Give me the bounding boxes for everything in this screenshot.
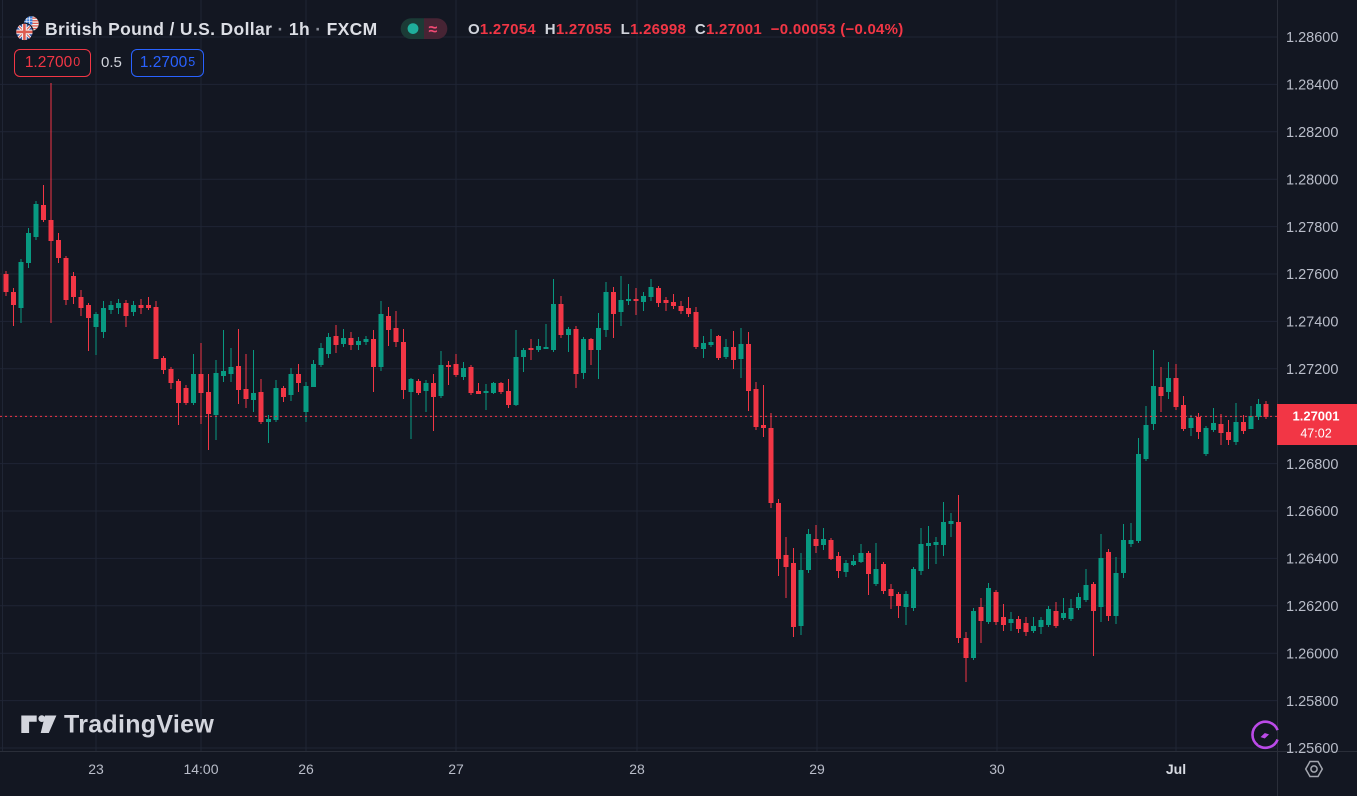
svg-text:1.25800: 1.25800: [1286, 694, 1338, 710]
svg-text:1.25600: 1.25600: [1286, 741, 1338, 757]
svg-text:1.27600: 1.27600: [1286, 267, 1338, 283]
svg-text:30: 30: [989, 761, 1005, 777]
svg-text:23: 23: [88, 761, 104, 777]
svg-text:1.26600: 1.26600: [1286, 504, 1338, 520]
svg-text:1.27200: 1.27200: [1286, 362, 1338, 378]
svg-text:1.28400: 1.28400: [1286, 78, 1338, 94]
svg-text:14:00: 14:00: [183, 761, 218, 777]
svg-text:≈: ≈: [429, 22, 438, 39]
svg-text:1.28200: 1.28200: [1286, 125, 1338, 141]
svg-text:1.27800: 1.27800: [1286, 220, 1338, 236]
svg-text:TradingView: TradingView: [64, 711, 214, 739]
svg-text:28: 28: [629, 761, 645, 777]
svg-text:1.26400: 1.26400: [1286, 552, 1338, 568]
svg-text:1.26000: 1.26000: [1286, 646, 1338, 662]
svg-text:1.28000: 1.28000: [1286, 172, 1338, 188]
svg-text:Jul: Jul: [1166, 761, 1186, 777]
svg-text:1.26200: 1.26200: [1286, 599, 1338, 615]
svg-text:1.28600: 1.28600: [1286, 30, 1338, 46]
svg-text:1.27001: 1.27001: [1293, 409, 1340, 424]
svg-text:1.26800: 1.26800: [1286, 457, 1338, 473]
svg-text:27: 27: [448, 761, 464, 777]
svg-text:47:02: 47:02: [1300, 427, 1331, 441]
svg-text:29: 29: [809, 761, 825, 777]
svg-text:26: 26: [298, 761, 314, 777]
svg-text:1.27400: 1.27400: [1286, 315, 1338, 331]
